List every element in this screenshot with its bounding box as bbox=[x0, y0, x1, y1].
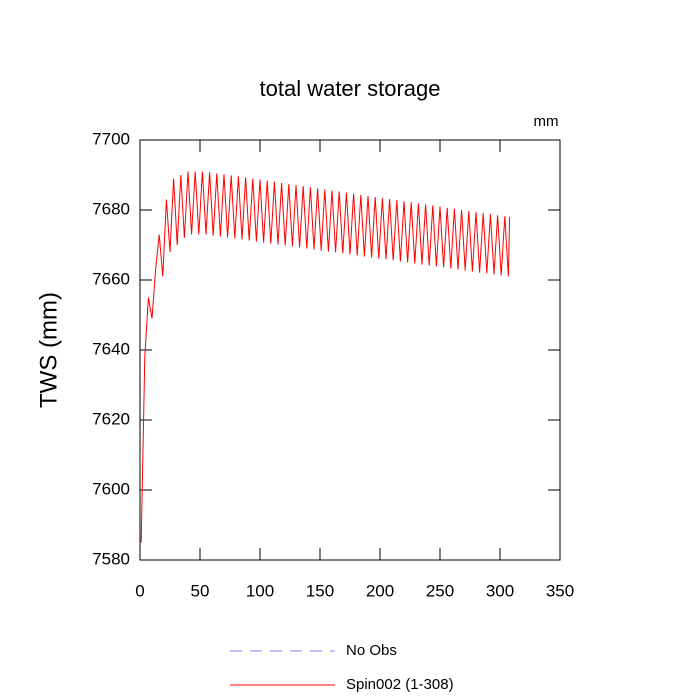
chart-title: total water storage bbox=[260, 76, 441, 101]
y-tick-label: 7640 bbox=[92, 339, 130, 358]
series-line bbox=[140, 171, 511, 543]
x-tick-label: 200 bbox=[366, 581, 394, 600]
y-tick-label: 7700 bbox=[92, 129, 130, 148]
x-tick-label: 150 bbox=[306, 581, 334, 600]
y-tick-label: 7620 bbox=[92, 409, 130, 428]
y-tick-label: 7580 bbox=[92, 549, 130, 568]
legend-label: No Obs bbox=[346, 642, 397, 659]
y-tick-label: 7600 bbox=[92, 479, 130, 498]
y-tick-label: 7660 bbox=[92, 269, 130, 288]
x-tick-label: 0 bbox=[135, 581, 144, 600]
x-tick-label: 250 bbox=[426, 581, 454, 600]
y-axis-label: TWS (mm) bbox=[35, 292, 62, 408]
units-label: mm bbox=[534, 113, 559, 130]
legend-label: Spin002 (1-308) bbox=[346, 676, 454, 693]
x-tick-label: 350 bbox=[546, 581, 574, 600]
x-tick-label: 300 bbox=[486, 581, 514, 600]
x-tick-label: 100 bbox=[246, 581, 274, 600]
x-tick-label: 50 bbox=[191, 581, 210, 600]
y-tick-label: 7680 bbox=[92, 199, 130, 218]
